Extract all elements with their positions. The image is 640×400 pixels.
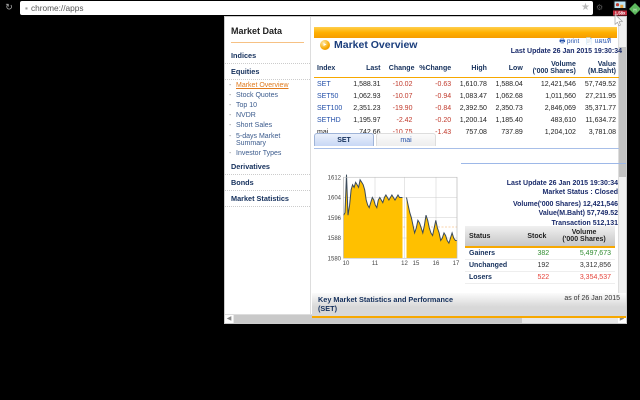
svg-text:1596: 1596 (328, 216, 342, 222)
svg-text:1580: 1580 (328, 257, 342, 263)
svg-text:15: 15 (413, 261, 420, 267)
svg-text:1604: 1604 (328, 196, 342, 202)
svg-text:16: 16 (433, 261, 440, 267)
svg-text:H: H (633, 7, 636, 12)
svg-text:1612: 1612 (328, 176, 342, 182)
svg-text:10: 10 (343, 261, 350, 267)
svg-text:12: 12 (401, 261, 408, 267)
svg-text:17: 17 (453, 261, 460, 267)
svg-text:11: 11 (372, 261, 379, 267)
svg-text:1588: 1588 (328, 236, 342, 242)
